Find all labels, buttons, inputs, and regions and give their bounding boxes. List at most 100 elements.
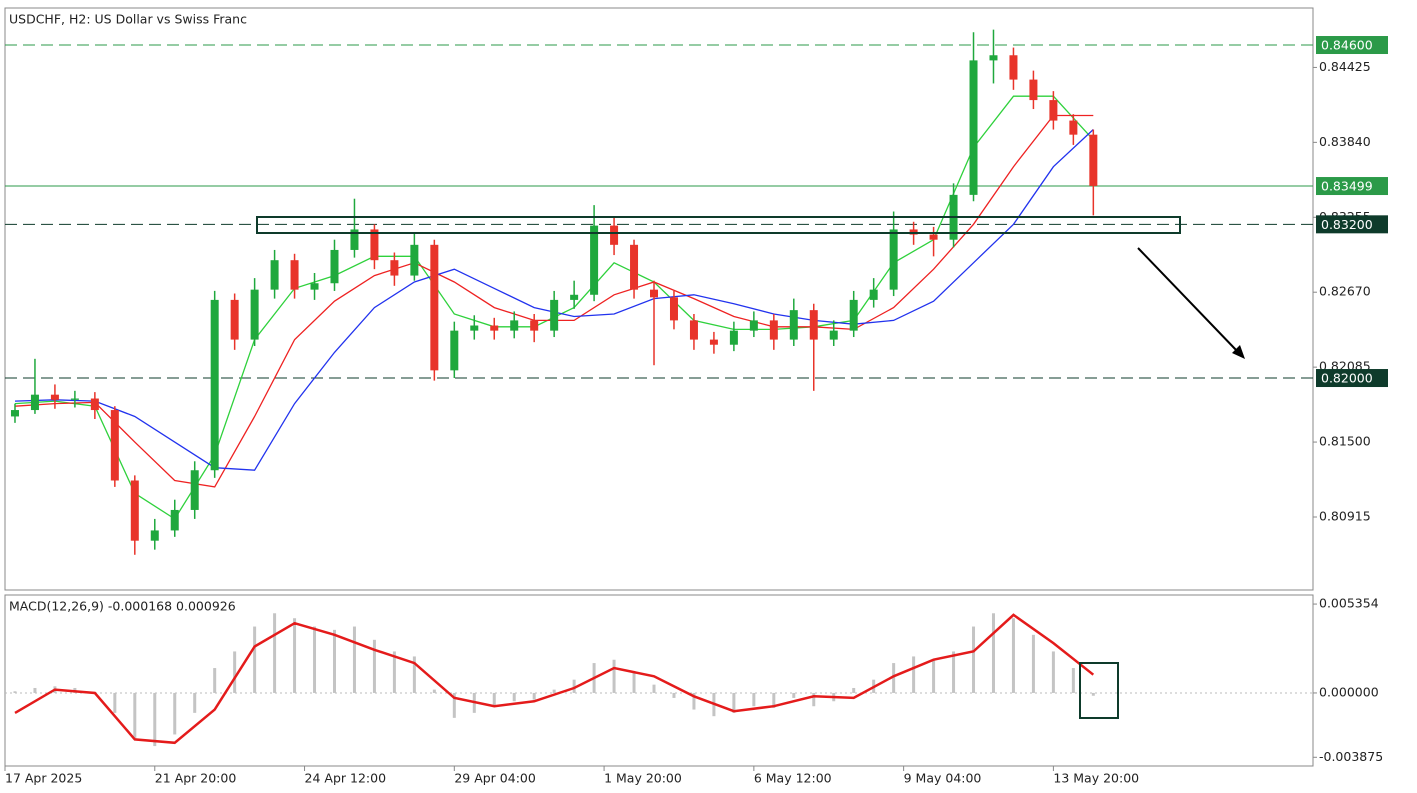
macd-bar — [293, 618, 297, 693]
macd-bar — [912, 656, 916, 693]
x-tick-label: 13 May 20:00 — [1053, 771, 1139, 786]
macd-bar — [732, 692, 736, 713]
chart-title: USDCHF, H2: US Dollar vs Swiss Franc — [9, 12, 247, 27]
candle-body — [889, 229, 898, 290]
x-tick-label: 29 Apr 04:00 — [454, 771, 536, 786]
candle-body — [630, 244, 639, 290]
candle-body — [709, 339, 718, 345]
macd-bar — [852, 687, 856, 693]
y-tick-label: 0.81500 — [1319, 434, 1371, 449]
macd-bar — [932, 659, 936, 693]
candle-body — [350, 229, 359, 250]
candle-body — [130, 480, 139, 541]
candle-body — [310, 283, 319, 290]
candle-body — [290, 260, 299, 290]
level-label: 0.83200 — [1321, 217, 1373, 232]
candle-body — [10, 410, 19, 417]
macd-bar — [173, 692, 177, 735]
candle-body — [150, 530, 159, 541]
y-tick-label: 0.83840 — [1319, 134, 1371, 149]
x-tick-label: 9 May 04:00 — [904, 771, 982, 786]
macd-layer: 0.005354 0.000000 -0.003875 — [5, 596, 1383, 764]
candle-body — [430, 244, 439, 371]
macd-bar — [113, 692, 117, 713]
macd-bar — [153, 692, 157, 747]
candle-body — [669, 297, 678, 321]
y-tick-label: 0.82670 — [1319, 284, 1371, 299]
candle-body — [809, 310, 818, 340]
macd-bar — [352, 626, 356, 693]
x-tick-label: 21 Apr 20:00 — [155, 771, 237, 786]
candle-body — [390, 260, 399, 276]
candle-body — [989, 55, 998, 61]
candle-body — [450, 330, 459, 371]
macd-bar — [532, 692, 536, 700]
y-tick-label: 0.80915 — [1319, 508, 1371, 523]
macd-bar — [572, 679, 576, 693]
macd-bar — [792, 692, 796, 698]
candle-body — [650, 289, 659, 298]
macd-bar — [1011, 618, 1015, 693]
candle-body — [550, 299, 559, 331]
candle-body — [929, 234, 938, 240]
price-panel — [4, 7, 1314, 591]
candle-body — [250, 289, 259, 340]
candle-body — [470, 325, 479, 331]
y-tick-label: 0.005354 — [1319, 596, 1379, 611]
macd-bar — [412, 656, 416, 693]
candle-body — [170, 509, 179, 531]
candle-body — [969, 60, 978, 195]
macd-bar — [432, 689, 436, 693]
macd-bar — [193, 692, 197, 713]
level-label: 0.84600 — [1321, 38, 1373, 53]
macd-bar — [332, 629, 336, 693]
macd-bar — [1091, 692, 1095, 696]
candle-body — [769, 320, 778, 340]
macd-bar — [812, 692, 816, 707]
candle-body — [230, 299, 239, 340]
candle-body — [1029, 79, 1038, 101]
candle-body — [610, 225, 619, 245]
y-tick-label: 0.000000 — [1319, 684, 1379, 699]
macd-bar — [892, 663, 896, 693]
level-label: 0.82000 — [1321, 371, 1373, 386]
candle-body — [849, 299, 858, 331]
candle-body — [370, 229, 379, 261]
candle-body — [410, 244, 419, 276]
candle-body — [829, 330, 838, 340]
macd-bar — [313, 626, 317, 693]
price-layer: 0.844250.838400.832550.826700.820850.815… — [4, 29, 1388, 786]
level-label-box — [1316, 369, 1388, 388]
support-zone — [256, 216, 1181, 234]
macd-highlight — [1079, 662, 1119, 719]
x-tick-label: 6 May 12:00 — [754, 771, 832, 786]
candle-body — [90, 398, 99, 411]
macd-bar — [972, 626, 976, 693]
candle-body — [510, 320, 519, 331]
candle-body — [70, 398, 79, 400]
level-label-box — [1316, 177, 1388, 196]
macd-bar — [692, 692, 696, 710]
macd-bar — [213, 668, 217, 693]
macd-bar — [1071, 668, 1075, 693]
candle-body — [749, 320, 758, 331]
candle-body — [210, 299, 219, 471]
candle-body — [110, 410, 119, 481]
macd-bar — [991, 613, 995, 693]
macd-bar — [752, 692, 756, 707]
macd-panel — [4, 594, 1314, 767]
macd-bar — [1051, 651, 1055, 693]
candle-body — [270, 260, 279, 290]
macd-bar — [492, 692, 496, 707]
y-tick-label: 0.84425 — [1319, 59, 1371, 74]
candle-body — [190, 470, 199, 510]
down-arrow — [1137, 247, 1239, 353]
candle-body — [330, 249, 339, 284]
macd-bar — [552, 689, 556, 693]
macd-bar — [392, 651, 396, 693]
macd-bar — [772, 692, 776, 708]
macd-bar — [372, 639, 376, 693]
candle-body — [729, 330, 738, 345]
candle-body — [30, 394, 39, 411]
